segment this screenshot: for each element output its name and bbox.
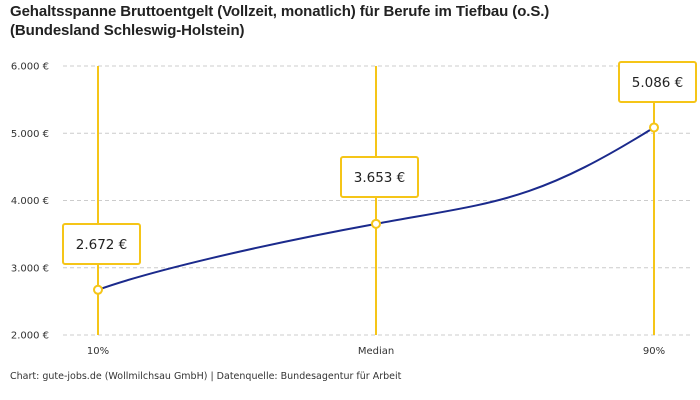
x-tick-label: 90%: [643, 346, 665, 357]
data-point: [649, 122, 659, 133]
x-tick-label: 10%: [87, 346, 109, 357]
data-label-box: [62, 223, 141, 265]
y-tick-label: 6.000 €: [11, 62, 49, 73]
y-tick-label: 4.000 €: [11, 196, 49, 207]
title-line-1: Gehaltsspanne Bruttoentgelt (Vollzeit, m…: [10, 3, 550, 20]
data-label: 5.086 €: [632, 75, 684, 91]
title-line-2: (Bundesland Schleswig-Holstein): [10, 22, 245, 39]
data-point: [93, 284, 103, 295]
y-tick-label: 5.000 €: [11, 129, 49, 140]
data-point: [371, 218, 381, 229]
chart-credit: Chart: gute-jobs.de (Wollmilchsau GmbH) …: [10, 371, 402, 382]
data-label: 3.653 €: [354, 170, 406, 186]
y-tick-label: 2.000 €: [11, 331, 49, 342]
y-tick-label: 3.000 €: [11, 263, 49, 274]
data-label-box: [618, 61, 697, 103]
chart-title: Gehaltsspanne Bruttoentgelt (Vollzeit, m…: [10, 2, 549, 40]
data-label: 2.672 €: [76, 237, 128, 253]
x-tick-label: Median: [358, 346, 394, 357]
data-label-box: [340, 156, 419, 198]
